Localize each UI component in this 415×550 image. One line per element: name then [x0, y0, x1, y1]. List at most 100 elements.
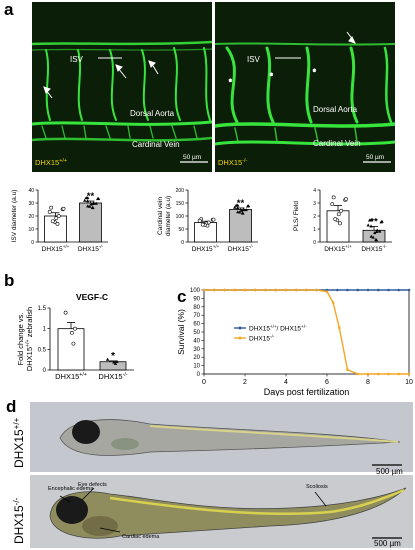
x-category-label: DHX15-/- [98, 372, 127, 381]
x-tick-label: 6 [325, 379, 329, 386]
series-point [212, 288, 216, 292]
bar-1 [229, 209, 252, 243]
x-tick-label: 4 [284, 379, 288, 386]
data-marker [369, 234, 373, 238]
data-marker [374, 238, 379, 242]
data-marker [333, 217, 338, 222]
y-tick-label: 2 [313, 214, 316, 220]
panel-label-a: a [4, 0, 14, 19]
data-marker [200, 222, 205, 227]
data-marker [197, 218, 202, 223]
y-tick-label: 60 [193, 322, 200, 328]
chart-isv-diameter: 0 10 20 30 40 ISV diameter (a.u) DHX15+/+ ** DHX… [11, 188, 108, 253]
legend-label: DHX15-/- [249, 334, 275, 343]
series-point [356, 372, 360, 376]
dorsal-aorta-label-wt: Dorsal Aorta [130, 109, 175, 118]
svg-text:*: * [229, 79, 232, 86]
data-marker [91, 206, 95, 210]
series-point [284, 288, 288, 292]
series-point [294, 288, 298, 292]
svg-text:*: * [270, 73, 273, 80]
y-tick-label: 0 [197, 372, 201, 378]
panel-label-d: d [6, 397, 17, 416]
series-point [397, 372, 401, 376]
data-marker [55, 221, 60, 226]
wildtype-larva [59, 419, 401, 456]
significance-mark: ** [237, 198, 245, 209]
series-point [387, 288, 390, 292]
y-tick-label: 1 [313, 227, 316, 233]
genotype-label-d-wt: DHX15+/+ [12, 417, 26, 468]
series-point [233, 288, 237, 292]
significance-mark: ** [370, 216, 378, 227]
data-marker [369, 224, 373, 228]
x-tick-label: 2 [243, 379, 247, 386]
genotype-label-wt: DHX15+/+ [35, 158, 67, 167]
panel-label-b: b [4, 271, 15, 290]
data-marker [246, 204, 251, 208]
y-tick-label: 10 [193, 364, 200, 370]
eye-defects-label: Eye defects [78, 482, 107, 488]
data-marker [339, 208, 344, 213]
bar-1 [79, 202, 102, 243]
chart-cardinal-vein: 0 50 100 150 200 Cardinal veindiameter (a.u) D… [157, 188, 258, 253]
data-marker [86, 204, 90, 208]
series-point [407, 288, 411, 292]
series-point [243, 288, 247, 292]
data-marker [73, 326, 77, 331]
data-marker [70, 330, 74, 335]
x-category-label: DHX15+/+ [324, 244, 352, 253]
scale-bar-d-ko-label: 500 µm [374, 539, 401, 548]
data-marker [83, 198, 87, 202]
series-point [356, 288, 360, 292]
data-marker [71, 341, 76, 346]
panel-label-c: c [177, 287, 187, 306]
series-point [274, 288, 278, 292]
y-tick-label: 0 [313, 240, 316, 246]
series-point [253, 288, 257, 292]
data-marker [330, 202, 335, 207]
larvae-images: Encephalic edema Eye defects Cardiac ede… [30, 402, 413, 548]
scale-bar-label-ko: 50 µm [366, 154, 384, 161]
series-point [325, 290, 329, 293]
data-marker [338, 221, 342, 226]
micrograph-wildtype: ISV Dorsal Aorta Cardinal Vein DHX15+/+ … [32, 2, 212, 172]
significance-mark: * [111, 350, 116, 362]
genotype-label-ko: DHX15-/- [218, 158, 248, 167]
scale-bar-d-wt-label: 500 µm [376, 467, 403, 476]
y-axis-label: ISV diameter (a.u) [11, 190, 18, 243]
y-axis-label: PLS/ Field [293, 201, 300, 231]
series-point [315, 288, 319, 292]
data-marker [344, 197, 348, 202]
mutant-larva [49, 487, 407, 539]
series-point [346, 288, 349, 292]
scale-bar-label-wt: 50 µm [183, 154, 201, 161]
data-marker [244, 208, 248, 212]
data-marker [233, 205, 237, 209]
x-category-label: DHX15-/- [228, 244, 254, 253]
dorsal-aorta-label-ko: Dorsal Aorta [313, 105, 358, 114]
x-tick-label: 8 [366, 379, 370, 386]
y-tick-label: 50 [178, 227, 184, 233]
data-marker [56, 214, 61, 218]
data-marker [236, 203, 240, 207]
data-marker [63, 310, 68, 315]
y-tick-label: 90 [193, 296, 200, 302]
bar-0 [57, 328, 85, 371]
encephalic-edema-label: Encephalic edema [48, 486, 94, 492]
y-tick-label: 0.5 [38, 347, 47, 353]
cardinal-vein-label-ko: Cardinal Vein [313, 139, 361, 148]
y-tick-label: 0 [43, 368, 47, 374]
micrograph-mutant: * * * ISV Dorsal Aorta Cardinal Vein DHX… [215, 2, 395, 172]
scoliosis-label: Scoliosis [306, 484, 328, 490]
series-point [264, 288, 267, 292]
y-tick-label: 4 [313, 188, 316, 194]
data-marker [378, 229, 382, 233]
cardiac-edema-label: Cardiac edema [122, 534, 160, 540]
x-axis-label: Days post fertilization [264, 387, 350, 396]
series-point [338, 326, 341, 330]
data-marker [373, 231, 377, 235]
isv-label-wt: ISV [70, 55, 84, 64]
bar-0 [326, 210, 350, 243]
y-tick-label: 80 [193, 305, 200, 311]
